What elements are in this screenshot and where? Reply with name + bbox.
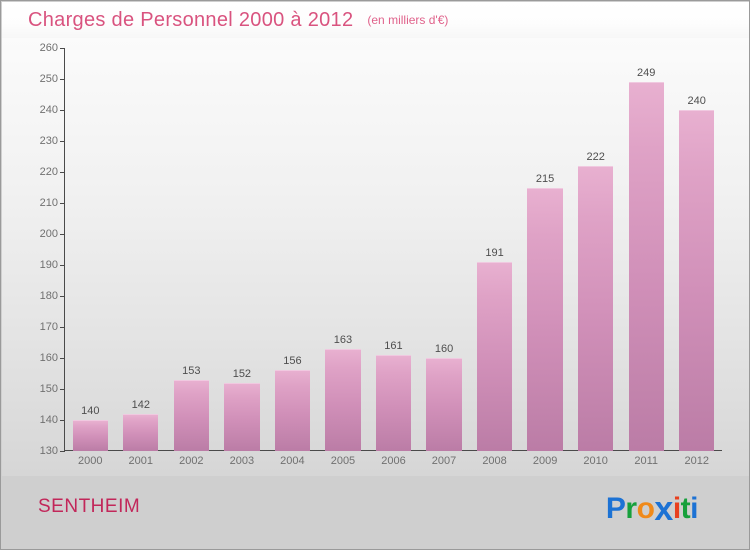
bar-group[interactable]: 140	[72, 48, 108, 451]
bar[interactable]	[72, 420, 108, 451]
y-axis-tick-mark	[60, 296, 65, 297]
proxiti-logo[interactable]: Proxiti	[605, 490, 699, 528]
plot-area: 140 142 153 152 156 163 161 160 191 215 222 249 240	[65, 48, 722, 451]
y-axis-tick-mark	[60, 234, 65, 235]
logo-letter: o	[636, 492, 655, 525]
bar-value-label: 240	[687, 95, 706, 107]
bar-value-label: 163	[333, 333, 353, 346]
bar-group[interactable]: 152	[224, 48, 260, 451]
bar-group[interactable]: 156	[274, 48, 311, 451]
bar-value-label: 215	[535, 172, 555, 185]
x-axis-tick-label: 2001	[128, 455, 154, 467]
chart-header: Charges de Personnel 2000 à 2012 (en mil…	[2, 2, 749, 38]
bar-group[interactable]: 222	[577, 48, 614, 451]
bar[interactable]	[577, 165, 614, 451]
y-axis-tick-label: 180	[39, 290, 58, 302]
y-axis-tick-label: 160	[39, 352, 58, 364]
y-axis-tick-mark	[60, 203, 65, 204]
bar-value-label: 191	[485, 246, 504, 259]
y-axis-tick-mark	[60, 265, 65, 266]
bar-value-label: 152	[232, 367, 252, 380]
bar[interactable]	[476, 261, 513, 451]
y-axis-tick-label: 260	[39, 42, 58, 54]
bar-group[interactable]: 191	[476, 48, 513, 451]
logo-letter: x	[654, 490, 673, 528]
y-axis-tick-label: 200	[39, 228, 58, 240]
x-axis-tick-label: 2007	[431, 455, 457, 467]
y-axis-tick-label: 140	[39, 414, 58, 426]
bar[interactable]	[628, 82, 664, 451]
bar[interactable]	[679, 110, 715, 451]
bar-value-label: 153	[182, 364, 201, 377]
y-axis-tick-mark	[60, 389, 65, 390]
bar-group[interactable]: 142	[123, 48, 159, 451]
y-axis-tick-label: 230	[39, 135, 58, 147]
y-axis-tick-mark	[60, 79, 65, 80]
commune-name: SENTHEIM	[38, 496, 141, 517]
y-axis-labels: 130 140 150 160 170 180 190 200 210 220 230 240 250 2…	[2, 38, 58, 476]
logo-letter: r	[625, 492, 637, 525]
x-axis-tick-label: 2012	[684, 455, 709, 467]
bar[interactable]	[375, 354, 412, 451]
logo-letter: i	[672, 492, 681, 525]
bar-value-label: 161	[384, 339, 403, 352]
chart-subtitle: (en milliers d'€)	[367, 13, 449, 27]
y-axis-tick-label: 210	[39, 197, 58, 209]
bar[interactable]	[325, 348, 361, 451]
logo-letter: t	[680, 492, 691, 525]
bar-group[interactable]: 161	[375, 48, 412, 451]
x-axis-tick-label: 2005	[330, 455, 356, 467]
bar-group[interactable]: 215	[527, 48, 563, 451]
x-axis-tick-label: 2011	[634, 455, 659, 467]
bar[interactable]	[123, 413, 159, 451]
bar-value-label: 156	[283, 355, 302, 368]
y-axis-tick-mark	[60, 172, 65, 173]
bar-value-label: 222	[586, 150, 605, 163]
bar-value-label: 140	[81, 405, 100, 417]
bar-group[interactable]: 160	[426, 48, 462, 451]
bar-group[interactable]: 240	[679, 48, 715, 451]
y-axis-tick-mark	[60, 48, 65, 49]
bar[interactable]	[224, 382, 260, 451]
logo-letter: P	[605, 492, 626, 525]
bar-value-label: 249	[637, 67, 656, 80]
bar-group[interactable]: 163	[325, 48, 361, 451]
x-axis-tick-label: 2006	[381, 455, 406, 467]
bar[interactable]	[527, 187, 563, 451]
x-axis-labels: 2000 2001 2002 2003 2004 2005 2006 2007 2008 2009…	[65, 453, 722, 473]
x-axis-tick-label: 2008	[482, 455, 507, 467]
y-axis-tick-label: 150	[39, 383, 58, 395]
y-axis-tick-mark	[60, 358, 65, 359]
y-axis-tick-label: 130	[39, 445, 58, 457]
bar-group[interactable]: 153	[173, 48, 210, 451]
bar-group[interactable]: 249	[628, 48, 664, 451]
bar[interactable]	[274, 370, 311, 451]
x-axis-tick-label: 2003	[229, 455, 255, 467]
y-axis-tick-label: 170	[39, 321, 58, 333]
bar[interactable]	[173, 379, 210, 451]
y-axis-tick-label: 240	[39, 104, 58, 116]
x-axis-tick-label: 2002	[179, 455, 204, 467]
chart-area: 130 140 150 160 170 180 190 200 210 220 230 240 250 2…	[2, 38, 749, 476]
y-axis-tick-mark	[60, 420, 65, 421]
page-title: Charges de Personnel 2000 à 2012	[28, 8, 354, 31]
y-axis-tick-label: 190	[39, 259, 58, 271]
chart-footer: SENTHEIM Proxiti	[2, 476, 749, 549]
x-axis-tick-label: 2000	[78, 455, 103, 467]
y-axis-tick-mark	[60, 327, 65, 328]
bar-value-label: 160	[434, 343, 454, 355]
y-axis-tick-label: 220	[39, 166, 58, 178]
y-axis-line	[64, 48, 65, 451]
x-axis-tick-label: 2004	[280, 455, 305, 467]
y-axis-tick-mark	[60, 141, 65, 142]
y-axis-tick-mark	[60, 451, 65, 452]
x-axis-tick-label: 2010	[583, 455, 608, 467]
y-axis-tick-mark	[60, 110, 65, 111]
bar[interactable]	[426, 358, 462, 451]
logo-letter: i	[690, 492, 698, 525]
bar-value-label: 142	[131, 398, 150, 411]
y-axis-tick-label: 250	[39, 73, 58, 85]
x-axis-tick-label: 2009	[532, 455, 558, 467]
